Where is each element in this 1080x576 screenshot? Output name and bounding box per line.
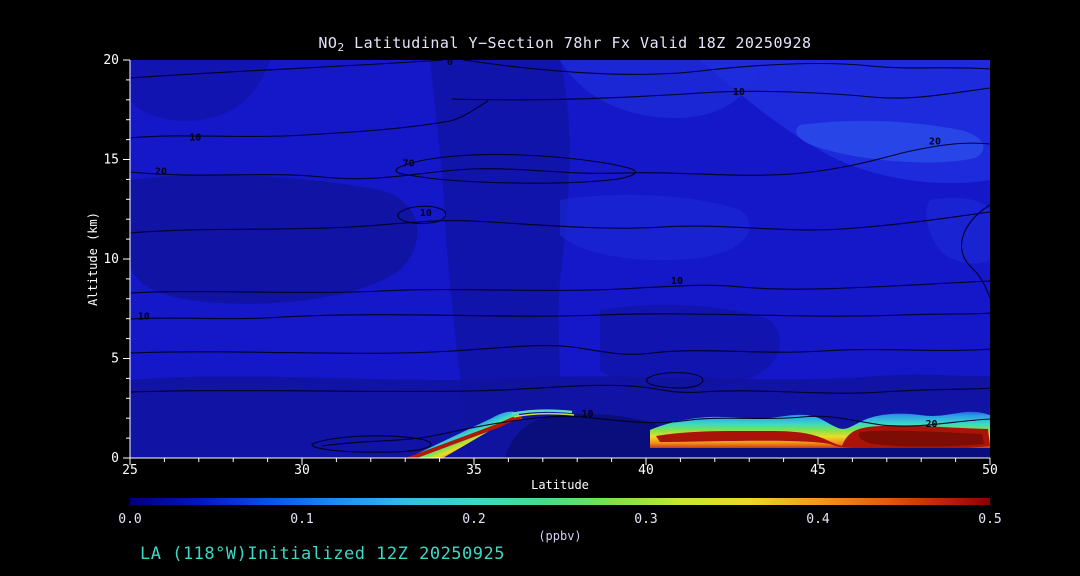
colorbar: 0.0 0.1 0.2 0.3 0.4 0.5 (ppbv) [118,498,1002,543]
colorbar-tick-label: 0.5 [978,512,1001,527]
contour-label: 0 [447,57,453,68]
x-tick-label: 25 [122,463,138,478]
colorbar-strip [130,498,990,505]
colorbar-units-label: (ppbv) [538,529,581,543]
x-tick-label: 50 [982,463,998,478]
colorbar-tick-labels: 0.0 0.1 0.2 0.3 0.4 0.5 [118,512,1001,527]
field-fill: 0 10 20 10 20 70 10 10 10 10 20 [130,57,990,458]
x-tick-label: 30 [294,463,310,478]
contour-label: 10 [138,312,150,323]
dome-cap-green [513,412,575,418]
x-axis-tick-labels: 25 30 35 40 45 50 [122,463,998,478]
x-tick-label: 45 [810,463,826,478]
colorbar-tick-label: 0.1 [290,512,313,527]
y-axis-title: Altitude (km) [86,212,100,306]
x-axis-title: Latitude [531,478,589,492]
colorbar-tick-label: 0.0 [118,512,141,527]
y-tick-label: 20 [103,53,119,68]
colorbar-tick-label: 0.3 [634,512,657,527]
contour-label: 10 [189,133,201,144]
axes: 25 30 35 40 45 50 0 5 10 15 20 [103,53,997,478]
clean-dome [505,413,677,458]
contour-label: 10 [581,409,593,420]
surface-band-darkred [858,430,984,447]
dome-cap-cyan [511,409,573,416]
surface-band-under-navy [650,448,990,458]
contour-label: 10 [733,87,745,98]
contour-label: 20 [929,137,941,148]
contour-labels: 0 10 20 10 20 70 10 10 10 10 20 [138,57,941,430]
surface-plume [405,409,990,458]
colorbar-tick-label: 0.4 [806,512,830,527]
chart-title: NO2 Latitudinal Y−Section 78hr Fx Valid … [318,34,811,54]
y-axis-tick-labels: 0 5 10 15 20 [103,53,119,466]
contour-label: 20 [925,419,937,430]
x-tick-label: 40 [638,463,654,478]
plume-ramp-red-edge [405,415,522,458]
contour-label: 10 [671,276,683,287]
contour-label: 20 [155,166,167,177]
contour-lines [130,60,990,453]
y-tick-label: 5 [111,352,119,367]
y-tick-label: 10 [103,252,119,267]
y-axis-ticks [123,59,130,459]
init-annotation: LA (118°W)Initialized 12Z 20250925 [140,544,505,564]
colorbar-tick-label: 0.2 [462,512,485,527]
contour-label: 10 [420,208,432,219]
contour-label: 70 [403,158,415,169]
x-axis-ticks [129,458,991,465]
x-tick-label: 35 [466,463,482,478]
y-tick-label: 0 [111,451,119,466]
y-tick-label: 15 [103,153,119,168]
